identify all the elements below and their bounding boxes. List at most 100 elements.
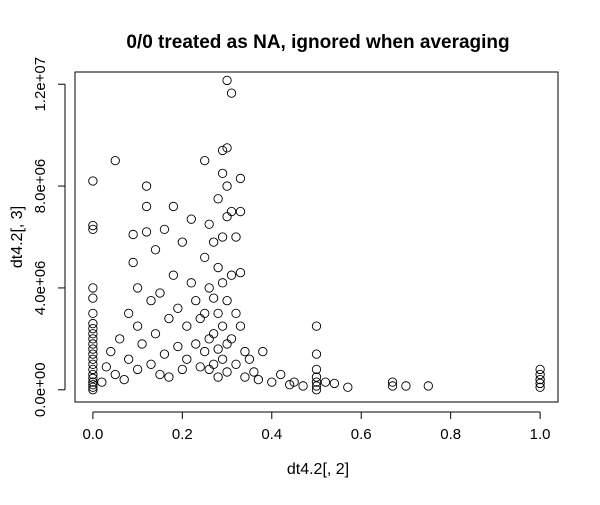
x-tick-label: 0.4: [261, 426, 282, 443]
x-tick-label: 0.0: [82, 426, 103, 443]
data-point: [231, 359, 241, 369]
data-point: [267, 377, 277, 387]
data-point: [88, 318, 98, 329]
data-point: [88, 380, 98, 390]
data-point: [88, 377, 98, 387]
data-point: [101, 362, 111, 372]
data-point: [217, 168, 228, 178]
data-point: [387, 377, 398, 387]
data-point: [177, 364, 187, 375]
plot-frame: [74, 71, 559, 403]
chart-title: 0/0 treated as NA, ignored when averagin…: [126, 32, 509, 53]
data-point: [222, 367, 232, 377]
data-point: [200, 252, 210, 263]
data-point: [213, 372, 223, 382]
data-point: [141, 227, 152, 237]
data-point: [204, 364, 214, 375]
data-point: [258, 346, 268, 357]
data-point: [88, 324, 98, 334]
data-point: [217, 232, 228, 242]
data-point: [208, 237, 219, 247]
data-point: [535, 364, 545, 375]
data-point: [88, 359, 98, 369]
data-point: [88, 334, 98, 344]
data-point: [535, 382, 545, 392]
data-point: [150, 329, 161, 339]
data-point: [186, 214, 196, 224]
data-point: [182, 321, 192, 331]
data-point: [88, 283, 98, 293]
data-point: [222, 339, 232, 349]
y-axis-title: dt4.2[, 3]: [9, 206, 26, 268]
data-point: [535, 369, 545, 380]
data-point: [222, 296, 232, 306]
data-point: [226, 270, 237, 280]
data-point: [155, 369, 165, 380]
data-point: [88, 344, 98, 354]
data-point: [119, 374, 129, 385]
data-point: [535, 374, 545, 385]
data-point: [88, 369, 98, 380]
x-tick-label: 0.2: [172, 426, 193, 443]
data-point: [124, 308, 134, 319]
data-point: [231, 308, 241, 319]
y-tick-label: 0.0e+00: [32, 362, 49, 417]
data-point: [88, 385, 98, 395]
data-point: [191, 296, 201, 306]
data-point: [110, 369, 120, 380]
data-point: [204, 219, 214, 229]
data-point: [106, 346, 116, 357]
data-point: [222, 75, 232, 86]
data-point: [208, 293, 219, 303]
data-point: [132, 283, 143, 293]
data-point: [124, 354, 134, 364]
data-point: [217, 145, 228, 156]
data-point: [311, 364, 322, 375]
data-point: [222, 181, 232, 191]
data-point: [159, 349, 170, 359]
data-point: [423, 381, 433, 391]
data-point: [173, 341, 183, 352]
y-axis: 0.0e+00 4.0e+06 8.0e+06 1.2e+07: [32, 57, 66, 417]
data-point: [240, 346, 250, 357]
data-point: [213, 194, 223, 204]
data-point: [88, 176, 98, 186]
data-point: [128, 257, 138, 268]
data-point: [329, 378, 340, 389]
data-point: [132, 321, 143, 331]
data-point: [200, 155, 210, 166]
data-point: [186, 278, 196, 288]
data-point: [240, 372, 250, 382]
data-point: [141, 181, 152, 191]
data-point: [141, 201, 152, 212]
data-point: [217, 321, 228, 331]
data-point: [150, 245, 161, 255]
data-point: [213, 308, 223, 319]
data-point: [88, 373, 98, 383]
data-point: [88, 220, 98, 231]
data-point: [195, 362, 205, 372]
y-tick-label: 4.0e+06: [32, 261, 49, 316]
data-point: [88, 339, 98, 349]
data-point: [146, 359, 156, 369]
data-point: [168, 270, 179, 280]
data-point: [97, 377, 107, 387]
data-point: [253, 374, 264, 385]
data-point: [115, 334, 125, 344]
x-tick-label: 0.6: [351, 426, 372, 443]
data-point: [244, 354, 255, 364]
x-tick-label: 1.0: [530, 426, 551, 443]
data-point: [213, 262, 223, 273]
data-point: [226, 334, 237, 344]
data-point: [387, 381, 398, 391]
data-point: [88, 329, 98, 339]
data-point: [231, 232, 241, 242]
data-point: [177, 237, 187, 247]
data-point: [222, 143, 232, 153]
x-axis: 0.0 0.2 0.4 0.6 0.8 1.0: [82, 411, 551, 443]
data-point: [88, 293, 98, 303]
data-point: [226, 206, 237, 217]
data-point: [132, 364, 143, 375]
data-point: [276, 369, 286, 380]
